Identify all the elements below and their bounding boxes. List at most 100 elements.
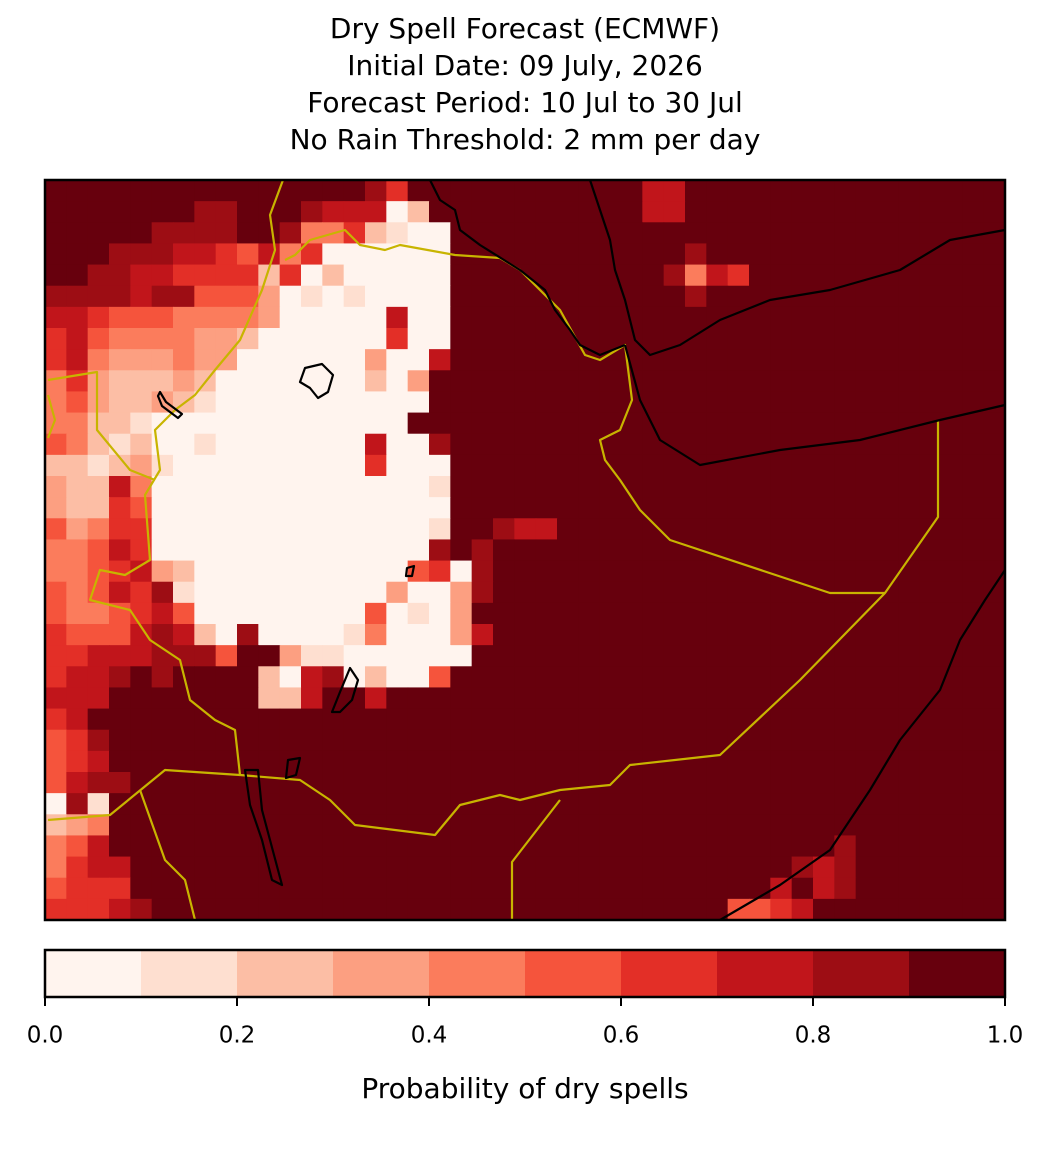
heatmap-cell (642, 391, 665, 414)
heatmap-cell (130, 898, 153, 921)
heatmap-cell (983, 729, 1006, 752)
heatmap-cell (685, 877, 707, 900)
heatmap-cell (855, 645, 878, 667)
heatmap-cell (429, 285, 451, 308)
heatmap-cell (151, 898, 174, 921)
heatmap-cell (322, 750, 345, 773)
heatmap-cell (301, 201, 323, 223)
heatmap-cell (343, 497, 366, 519)
heatmap-cell (279, 328, 302, 350)
heatmap-cell (642, 729, 665, 752)
heatmap-cell (898, 624, 921, 646)
heatmap-cell (962, 835, 985, 858)
heatmap-cell (429, 708, 451, 731)
heatmap-cell (514, 285, 537, 308)
heatmap-cell (258, 285, 281, 308)
heatmap-cell (685, 750, 707, 773)
heatmap-cell (493, 328, 515, 350)
heatmap-cell (535, 835, 558, 858)
heatmap-cell (151, 793, 174, 815)
heatmap-cell (919, 708, 942, 731)
heatmap-cell (578, 433, 601, 456)
heatmap-cell (706, 180, 729, 202)
heatmap-cell (258, 201, 281, 223)
heatmap-cell (855, 518, 878, 541)
heatmap-cell (898, 898, 921, 921)
heatmap-cell (215, 349, 238, 371)
heatmap-cell (151, 497, 174, 519)
heatmap-cell (130, 666, 153, 689)
heatmap-cell (535, 539, 558, 562)
heatmap-cell (663, 624, 686, 646)
heatmap-cell (535, 497, 558, 519)
heatmap-cell (749, 645, 771, 667)
coastline (719, 569, 1006, 921)
heatmap-cell (322, 391, 345, 414)
heatmap-cell (258, 602, 281, 625)
heatmap-cell (386, 285, 409, 308)
heatmap-cell (514, 793, 537, 815)
heatmap-cell (834, 687, 857, 710)
heatmap-cell (791, 602, 814, 625)
heatmap-cell (237, 602, 259, 625)
heatmap-cell (706, 370, 729, 393)
heatmap-cell (301, 328, 323, 350)
heatmap-cell (706, 518, 729, 541)
heatmap-cell (87, 645, 110, 667)
heatmap-cell (749, 624, 771, 646)
heatmap-cell (279, 497, 302, 519)
heatmap-cell (173, 328, 195, 350)
heatmap-cell (194, 243, 217, 266)
heatmap-cell (109, 454, 131, 477)
heatmap-cell (941, 454, 963, 477)
heatmap-cell (770, 708, 793, 731)
heatmap-cell (66, 539, 89, 562)
heatmap-cell (194, 180, 217, 202)
heatmap-cell (45, 518, 67, 541)
heatmap-cell (365, 624, 387, 646)
heatmap-cell (493, 454, 515, 477)
heatmap-cell (962, 370, 985, 393)
heatmap-cell (66, 201, 89, 223)
heatmap-cell (365, 476, 387, 498)
heatmap-cell (215, 370, 238, 393)
heatmap-cell (663, 412, 686, 435)
heatmap-cell (557, 518, 579, 541)
heatmap-cell (514, 201, 537, 223)
heatmap-cell (983, 856, 1006, 879)
heatmap-cell (834, 285, 857, 308)
heatmap-cell (173, 877, 195, 900)
heatmap-cell (706, 750, 729, 773)
heatmap-cell (407, 750, 430, 773)
heatmap-cell (130, 222, 153, 245)
heatmap-cell (983, 666, 1006, 689)
heatmap-cell (834, 370, 857, 393)
heatmap-cell (685, 476, 707, 498)
heatmap-cell (151, 180, 174, 202)
heatmap-cell (343, 772, 366, 794)
heatmap-cell (855, 328, 878, 350)
heatmap-cell (365, 328, 387, 350)
heatmap-cell (301, 666, 323, 689)
heatmap-cell (237, 645, 259, 667)
heatmap-cell (66, 497, 89, 519)
heatmap-cell (919, 539, 942, 562)
heatmap-cell (770, 518, 793, 541)
heatmap-cell (770, 877, 793, 900)
heatmap-cell (343, 433, 366, 456)
heatmap-cell (642, 560, 665, 583)
heatmap-cell (173, 624, 195, 646)
heatmap-cell (962, 328, 985, 350)
heatmap-cell (279, 433, 302, 456)
heatmap-cell (749, 793, 771, 815)
heatmap-cell (642, 370, 665, 393)
heatmap-cell (919, 222, 942, 245)
heatmap-cell (194, 539, 217, 562)
heatmap-cell (599, 518, 622, 541)
heatmap-cell (322, 560, 345, 583)
heatmap-cell (834, 560, 857, 583)
heatmap-cell (429, 433, 451, 456)
heatmap-cell (450, 772, 473, 794)
heatmap-cell (727, 750, 750, 773)
heatmap-cell (471, 497, 494, 519)
